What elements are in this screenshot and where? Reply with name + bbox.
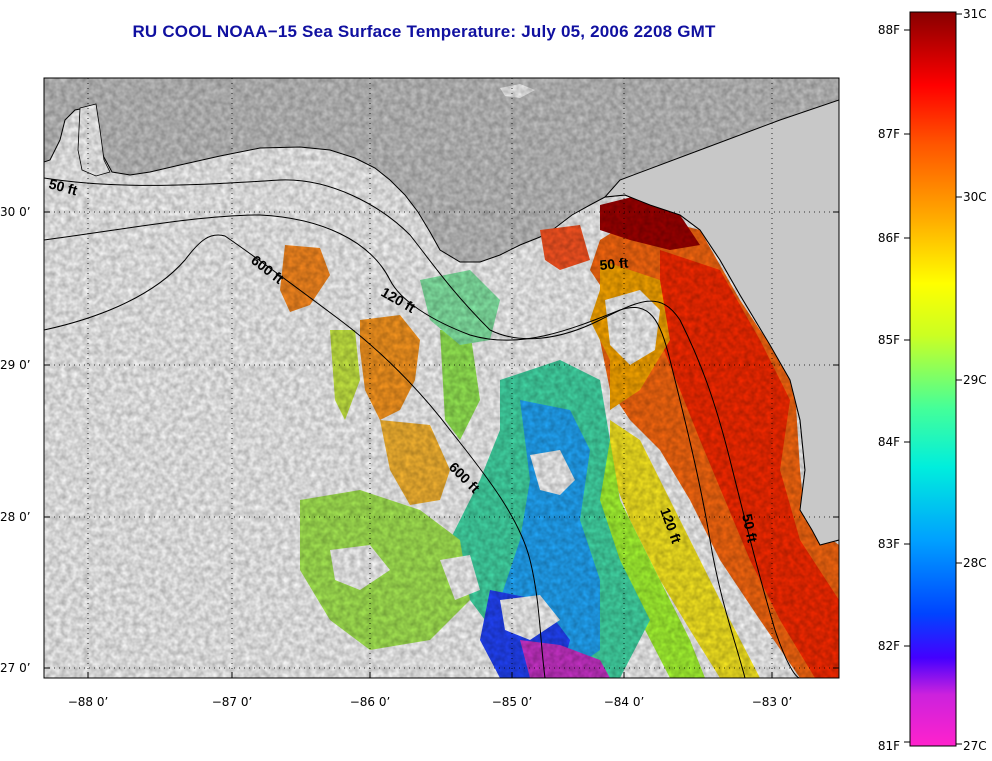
colorbar-c-label: 28C	[963, 556, 987, 570]
colorbar-f-label: 81F	[878, 739, 900, 753]
florida-peninsula	[603, 78, 839, 546]
lon-tick-label: −86 0’	[350, 695, 391, 709]
colorbar-f-label: 82F	[878, 639, 900, 653]
lon-tick-label: −83 0’	[752, 695, 793, 709]
contour-label-50ft-bigbend: 50 ft	[599, 255, 629, 273]
grid-lines	[44, 78, 839, 678]
colorbar-f-label: 85F	[878, 333, 900, 347]
bathymetry-contours	[44, 177, 801, 678]
colorbar-c-label: 30C	[963, 190, 987, 204]
lon-tick-label: −85 0’	[492, 695, 533, 709]
contour-label-50ft-south: 50 ft	[739, 512, 761, 544]
lat-tick-label: 28 0’	[0, 510, 31, 524]
lon-tick-label: −87 0’	[212, 695, 253, 709]
lat-tick-label: 30 0’	[0, 205, 31, 219]
lon-tick-label: −88 0’	[68, 695, 109, 709]
colorbar-f-label: 86F	[878, 231, 900, 245]
colorbar-f-label: 83F	[878, 537, 900, 551]
map-title: RU COOL NOAA−15 Sea Surface Temperature:…	[132, 22, 716, 41]
colorbar-gradient	[909, 11, 957, 747]
lat-tick-label: 27 0’	[0, 661, 31, 675]
contour-label-50ft-west: 50 ft	[47, 175, 79, 198]
lon-tick-label: −84 0’	[604, 695, 645, 709]
colorbar-f-label: 88F	[878, 23, 900, 37]
colorbar: 88F 87F 86F 85F 84F 83F 82F 81F 31C 30C …	[878, 7, 987, 753]
lat-tick-label: 29 0’	[0, 358, 31, 372]
colorbar-f-label: 84F	[878, 435, 900, 449]
colorbar-c-label: 31C	[963, 7, 987, 21]
map-border	[43, 77, 840, 679]
colorbar-c-label: 29C	[963, 373, 987, 387]
colorbar-f-label: 87F	[878, 127, 900, 141]
axis-ticks	[44, 211, 839, 678]
colorbar-c-label: 27C	[963, 739, 987, 753]
